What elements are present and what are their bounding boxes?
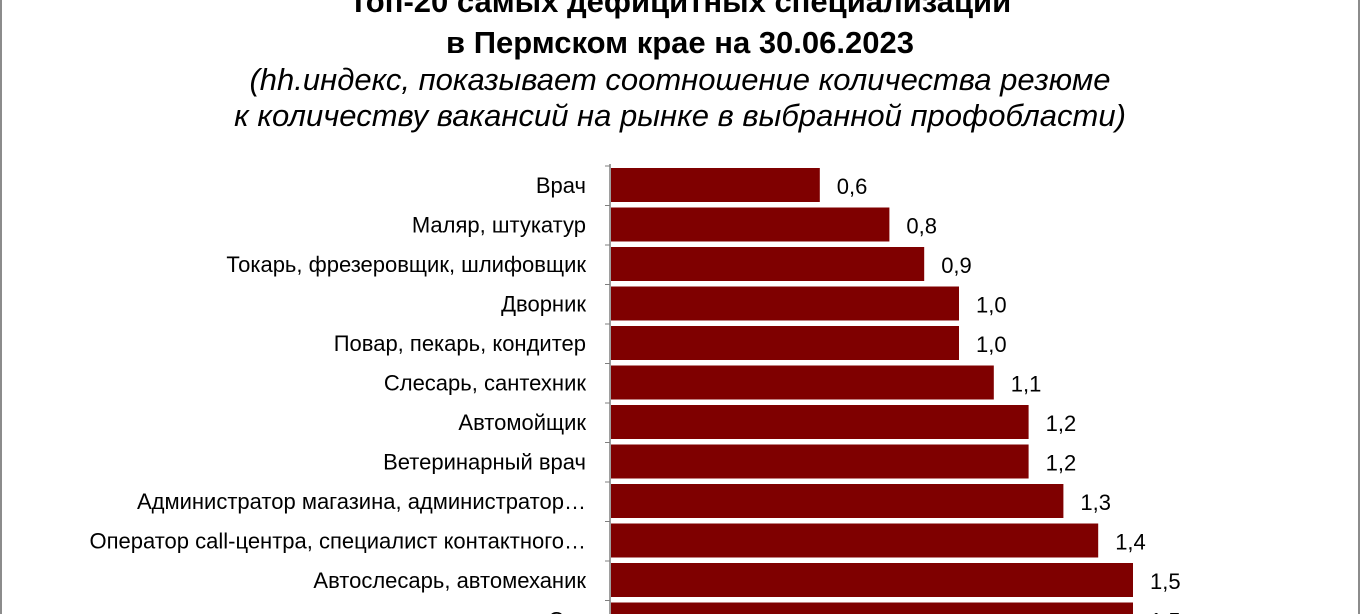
chart-title-line-2: в Пермском крае на 30.06.2023: [446, 25, 914, 60]
bar: [611, 286, 959, 321]
category-label: Повар, пекарь, кондитер: [334, 331, 586, 356]
bar: [611, 563, 1133, 597]
category-label: Автослесарь, автомеханик: [313, 568, 586, 593]
data-label: 1,5: [1150, 609, 1181, 614]
bar: [611, 207, 890, 242]
category-label: Дворник: [501, 292, 586, 317]
category-label: Токарь, фрезеровщик, шлифовщик: [226, 252, 586, 277]
bar: [611, 405, 1029, 439]
bar: [611, 247, 925, 281]
bar: [611, 365, 994, 400]
data-label: 0,8: [906, 214, 937, 239]
chart-title-line-1: Топ-20 самых дефицитных специализаций: [348, 0, 1012, 19]
data-label: 1,4: [1115, 530, 1146, 555]
data-label: 1,5: [1150, 569, 1181, 594]
bar: [611, 523, 1099, 558]
chart-subtitle-line-1: (hh.индекс, показывает соотношение колич…: [249, 62, 1111, 97]
category-label: Оператор call-центра, специалист контакт…: [89, 529, 586, 554]
category-label: Автомойщик: [458, 410, 586, 435]
category-label: Врач: [536, 173, 586, 198]
bar: [611, 484, 1064, 518]
category-label: Ветеринарный врач: [383, 450, 586, 475]
category-label: С…: [548, 608, 586, 614]
data-label: 1,0: [976, 293, 1007, 318]
bar: [611, 444, 1029, 479]
bar: [611, 602, 1133, 614]
chart-subtitle-line-2: к количеству вакансий на рынке в выбранн…: [234, 98, 1126, 133]
category-label: Администратор магазина, администратор…: [137, 489, 586, 514]
data-label: 0,6: [837, 174, 868, 199]
data-label: 1,2: [1046, 451, 1077, 476]
category-label: Маляр, штукатур: [412, 213, 586, 238]
data-label: 1,1: [1011, 372, 1042, 397]
data-label: 1,0: [976, 332, 1007, 357]
bar: [611, 326, 959, 360]
data-label: 1,3: [1080, 490, 1111, 515]
bar: [611, 168, 820, 202]
data-label: 1,2: [1046, 411, 1077, 436]
data-label: 0,9: [941, 253, 972, 278]
category-label: Слесарь, сантехник: [384, 371, 587, 396]
